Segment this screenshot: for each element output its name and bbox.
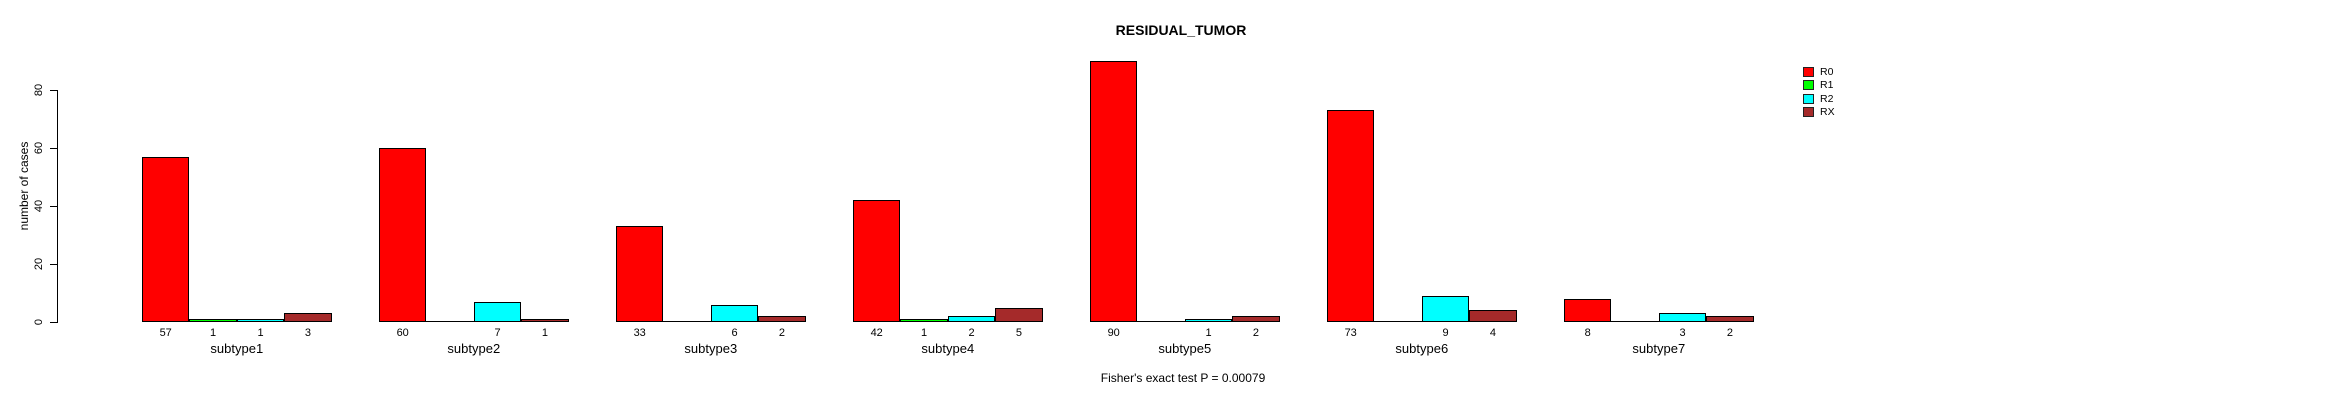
legend-swatch-R1 <box>1803 80 1814 91</box>
bar-R0-subtype5 <box>1090 61 1138 322</box>
y-tick <box>50 205 57 207</box>
bar-value-label: 2 <box>778 327 785 339</box>
y-tick-label: 40 <box>33 199 45 213</box>
legend-swatch-R0 <box>1803 66 1814 77</box>
bar-R1-subtype4 <box>900 319 948 322</box>
bar-R0-subtype4 <box>853 200 901 322</box>
bar-value-label: 3 <box>1679 327 1686 339</box>
bar-R2-subtype7 <box>1658 313 1707 322</box>
bar-R1-subtype1 <box>189 319 237 322</box>
bar-RX-subtype4 <box>995 307 1043 322</box>
y-axis-title: number of cases <box>17 141 31 231</box>
bar-value-label: 60 <box>396 327 409 339</box>
legend: R0 R1 R2 RX <box>1803 65 1835 119</box>
bar-value-label: 3 <box>304 327 311 339</box>
y-tick <box>50 263 57 265</box>
bar-value-label: 8 <box>1584 327 1591 339</box>
x-category-label: subtype5 <box>1158 341 1212 356</box>
legend-label: R0 <box>1820 65 1834 78</box>
bar-zero-R1-subtype3 <box>663 321 711 322</box>
bar-R0-subtype6 <box>1327 110 1375 322</box>
bar-zero-R1-subtype2 <box>426 321 474 322</box>
y-tick-label: 60 <box>33 141 45 155</box>
bar-value-label: 1 <box>541 327 548 339</box>
bar-value-label: 57 <box>159 327 172 339</box>
bar-R2-subtype4 <box>947 316 996 322</box>
bar-R2-subtype3 <box>710 304 759 322</box>
bar-value-label: 1 <box>921 327 928 339</box>
bar-RX-subtype3 <box>758 316 806 322</box>
legend-item-R0: R0 <box>1803 65 1835 79</box>
bar-R2-subtype6 <box>1421 295 1470 322</box>
legend-label: R2 <box>1820 92 1834 105</box>
legend-item-RX: RX <box>1803 106 1835 120</box>
x-category-label: subtype6 <box>1395 341 1449 356</box>
bar-R2-subtype1 <box>236 319 285 322</box>
bar-value-label: 73 <box>1344 327 1357 339</box>
y-tick <box>50 147 57 149</box>
legend-swatch-RX <box>1803 107 1814 118</box>
legend-swatch-R2 <box>1803 93 1814 104</box>
bar-RX-subtype7 <box>1706 316 1754 322</box>
y-tick-label: 80 <box>33 83 45 97</box>
bar-RX-subtype1 <box>284 313 332 322</box>
bar-value-label: 1 <box>257 327 264 339</box>
bar-value-label: 33 <box>633 327 646 339</box>
legend-label: R1 <box>1820 79 1834 92</box>
bar-value-label: 2 <box>1252 327 1259 339</box>
legend-item-R1: R1 <box>1803 79 1835 93</box>
bar-RX-subtype5 <box>1232 316 1280 322</box>
bar-value-label: 9 <box>1442 327 1449 339</box>
x-category-label: subtype4 <box>921 341 975 356</box>
bar-R0-subtype2 <box>379 148 427 322</box>
y-tick-label: 0 <box>33 318 45 326</box>
bar-R0-subtype3 <box>616 226 664 322</box>
bar-zero-R1-subtype5 <box>1137 321 1185 322</box>
legend-item-R2: R2 <box>1803 92 1835 106</box>
bar-value-label: 4 <box>1489 327 1496 339</box>
legend-label: RX <box>1820 106 1835 119</box>
y-tick-label: 20 <box>33 257 45 271</box>
bar-value-label: 2 <box>968 327 975 339</box>
bar-zero-R1-subtype7 <box>1611 321 1659 322</box>
bar-R2-subtype2 <box>473 301 522 322</box>
bar-value-label: 7 <box>494 327 501 339</box>
bar-value-label: 1 <box>1205 327 1212 339</box>
bar-R0-subtype1 <box>142 156 190 322</box>
y-axis-line <box>57 90 58 323</box>
bar-value-label: 2 <box>1726 327 1733 339</box>
stat-annotation: Fisher's exact test P = 0.00079 <box>1100 371 1266 385</box>
bar-value-label: 5 <box>1015 327 1022 339</box>
y-tick <box>50 321 57 323</box>
bar-value-label: 1 <box>210 327 217 339</box>
bar-R0-subtype7 <box>1564 298 1612 322</box>
bar-value-label: 90 <box>1107 327 1120 339</box>
x-category-label: subtype1 <box>210 341 264 356</box>
bar-value-label: 42 <box>870 327 883 339</box>
bar-R2-subtype5 <box>1184 319 1233 322</box>
chart-title: RESIDUAL_TUMOR <box>1115 22 1247 38</box>
x-category-label: subtype2 <box>447 341 501 356</box>
bar-value-label: 6 <box>731 327 738 339</box>
x-category-label: subtype3 <box>684 341 738 356</box>
y-tick <box>50 89 57 91</box>
bar-RX-subtype2 <box>521 319 569 322</box>
x-category-label: subtype7 <box>1632 341 1686 356</box>
bar-zero-R1-subtype6 <box>1374 321 1422 322</box>
bar-RX-subtype6 <box>1469 310 1517 322</box>
